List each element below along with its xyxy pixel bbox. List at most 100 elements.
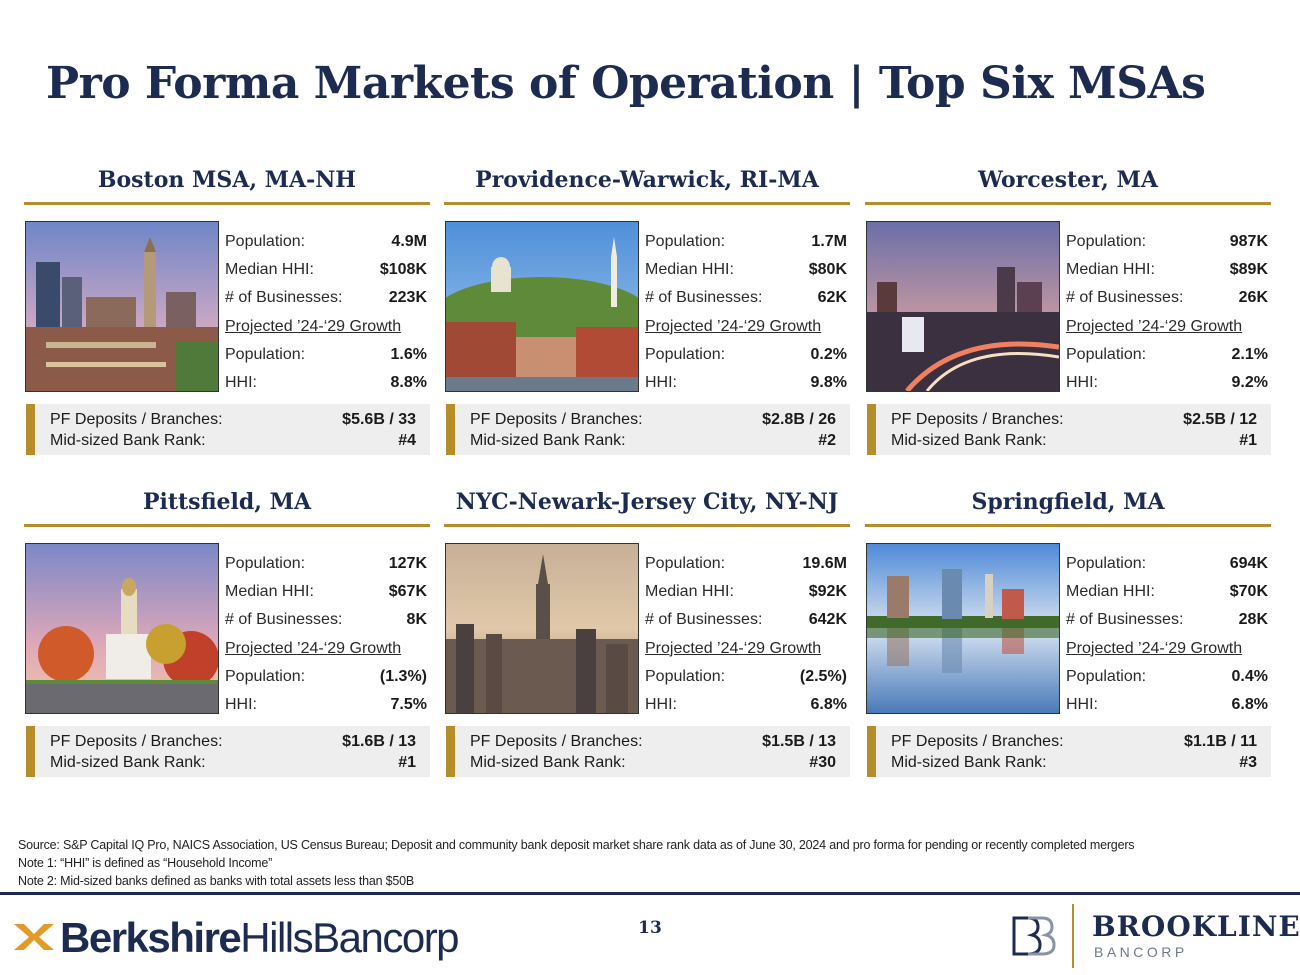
population-label: Population:	[645, 233, 726, 250]
divider	[865, 524, 1271, 527]
businesses-label: # of Businesses:	[225, 611, 343, 629]
population-label: Population:	[225, 233, 306, 250]
rank-label: Mid-sized Bank Rank:	[50, 432, 206, 449]
growth-heading: Projected ’24-‘29 Growth	[645, 317, 822, 335]
growth-hhi-label: HHI:	[645, 373, 677, 391]
rank-value: #1	[1239, 432, 1257, 449]
population-value: 1.7M	[811, 233, 847, 250]
median-hhi-value: $80K	[808, 261, 847, 279]
median-hhi-label: Median HHI:	[645, 261, 734, 279]
market-name: Providence-Warwick, RI-MA	[475, 167, 819, 193]
businesses-value: 62K	[817, 289, 847, 307]
market-name: Springfield, MA	[971, 489, 1165, 515]
note-2: Note 2: Mid-sized banks defined as banks…	[18, 874, 415, 888]
growth-population-value: 1.6%	[390, 345, 427, 363]
market-card-worcester: Worcester, MA Population: 987K Median HHI…	[865, 162, 1271, 455]
pittsfield-photo	[25, 543, 219, 714]
rank-value: #2	[818, 432, 836, 449]
brookline-bancorp-logo: BROOKLINE BANCORP	[1010, 902, 1300, 970]
growth-hhi-label: HHI:	[225, 695, 257, 713]
growth-hhi-label: HHI:	[1066, 373, 1098, 391]
rank-label: Mid-sized Bank Rank:	[470, 754, 626, 771]
deposits-value: $1.1B / 11	[1184, 733, 1257, 750]
growth-population-value: (2.5%)	[799, 667, 847, 685]
population-label: Population:	[225, 555, 306, 572]
growth-heading: Projected ’24-‘29 Growth	[1066, 317, 1243, 335]
market-stats: Population: 127K Median HHI: $67K # of Bus…	[225, 550, 427, 719]
growth-population-value: (1.3%)	[379, 667, 427, 685]
growth-population-label: Population:	[1066, 667, 1147, 685]
market-card-pittsfield: Pittsfield, MA Population: 127K Median HH…	[24, 484, 430, 777]
median-hhi-value: $108K	[379, 261, 427, 279]
deposit-summary-box: PF Deposits / Branches: $2.8B / 26 Mid-si…	[446, 404, 850, 455]
market-stats: Population: 1.7M Median HHI: $80K # of Bus…	[645, 228, 847, 397]
market-stats: Population: 4.9M Median HHI: $108K # of Bu…	[225, 228, 427, 397]
growth-hhi-label: HHI:	[225, 373, 257, 391]
businesses-label: # of Businesses:	[645, 611, 763, 629]
market-stats: Population: 19.6M Median HHI: $92K # of Bu…	[645, 550, 847, 719]
nyc-skyline-photo	[445, 543, 639, 714]
divider	[444, 524, 850, 527]
deposits-label: PF Deposits / Branches:	[50, 733, 223, 750]
median-hhi-label: Median HHI:	[1066, 261, 1155, 279]
market-card-nyc: NYC-Newark-Jersey City, NY-NJ Population…	[444, 484, 850, 777]
deposit-summary-box: PF Deposits / Branches: $1.5B / 13 Mid-si…	[446, 726, 850, 777]
page-number: 13	[638, 918, 662, 938]
rank-value: #4	[398, 432, 416, 449]
growth-hhi-value: 8.8%	[390, 373, 427, 391]
deposit-summary-box: PF Deposits / Branches: $1.6B / 13 Mid-si…	[26, 726, 430, 777]
median-hhi-value: $67K	[388, 583, 427, 601]
accent-bar	[446, 404, 455, 455]
footnotes: Source: S&P Capital IQ Pro, NAICS Associ…	[18, 836, 1288, 890]
rank-label: Mid-sized Bank Rank:	[50, 754, 206, 771]
accent-bar	[446, 726, 455, 777]
accent-bar	[26, 726, 35, 777]
page-title: Pro Forma Markets of Operation | Top Six…	[46, 58, 1206, 109]
market-name: NYC-Newark-Jersey City, NY-NJ	[455, 489, 839, 515]
businesses-label: # of Businesses:	[225, 289, 343, 307]
berkshire-wordmark-bold: Berkshire	[60, 914, 242, 961]
rank-label: Mid-sized Bank Rank:	[891, 432, 1047, 449]
springfield-photo	[866, 543, 1060, 714]
market-card-springfield: Springfield, MA Population: 694K Median H…	[865, 484, 1271, 777]
accent-bar	[867, 404, 876, 455]
divider	[865, 202, 1271, 205]
rank-value: #30	[809, 754, 836, 771]
growth-population-label: Population:	[645, 345, 726, 363]
population-value: 987K	[1229, 233, 1268, 250]
growth-hhi-label: HHI:	[1066, 695, 1098, 713]
berkshire-wordmark-light: HillsBancorp	[240, 914, 459, 961]
businesses-label: # of Businesses:	[645, 289, 763, 307]
deposit-summary-box: PF Deposits / Branches: $1.1B / 11 Mid-si…	[867, 726, 1271, 777]
brookline-subtitle: BANCORP	[1094, 944, 1188, 960]
population-value: 19.6M	[802, 555, 847, 572]
businesses-label: # of Businesses:	[1066, 611, 1184, 629]
growth-heading: Projected ’24-‘29 Growth	[225, 317, 402, 335]
deposits-value: $5.6B / 33	[342, 411, 416, 428]
businesses-value: 8K	[406, 611, 427, 629]
market-name: Worcester, MA	[978, 167, 1158, 193]
median-hhi-label: Median HHI:	[225, 583, 314, 601]
growth-hhi-value: 7.5%	[390, 695, 427, 713]
rank-value: #3	[1239, 754, 1257, 771]
median-hhi-value: $70K	[1229, 583, 1268, 601]
growth-population-label: Population:	[1066, 345, 1147, 363]
market-card-providence: Providence-Warwick, RI-MA Population: 1.7…	[444, 162, 850, 455]
businesses-value: 28K	[1238, 611, 1268, 629]
growth-heading: Projected ’24-‘29 Growth	[225, 639, 402, 657]
median-hhi-value: $89K	[1229, 261, 1268, 279]
growth-population-value: 2.1%	[1231, 345, 1268, 363]
accent-bar	[867, 726, 876, 777]
population-label: Population:	[645, 555, 726, 572]
growth-population-label: Population:	[225, 345, 306, 363]
deposits-label: PF Deposits / Branches:	[470, 733, 643, 750]
berkshire-x-mark-icon	[14, 924, 54, 950]
median-hhi-value: $92K	[808, 583, 847, 601]
market-name: Pittsfield, MA	[142, 489, 312, 515]
market-card-boston: Boston MSA, MA-NH Population: 4.9M Median…	[24, 162, 430, 455]
growth-hhi-value: 6.8%	[810, 695, 847, 713]
deposits-label: PF Deposits / Branches:	[50, 411, 223, 428]
rank-label: Mid-sized Bank Rank:	[891, 754, 1047, 771]
accent-bar	[26, 404, 35, 455]
deposits-value: $2.5B / 12	[1183, 411, 1257, 428]
